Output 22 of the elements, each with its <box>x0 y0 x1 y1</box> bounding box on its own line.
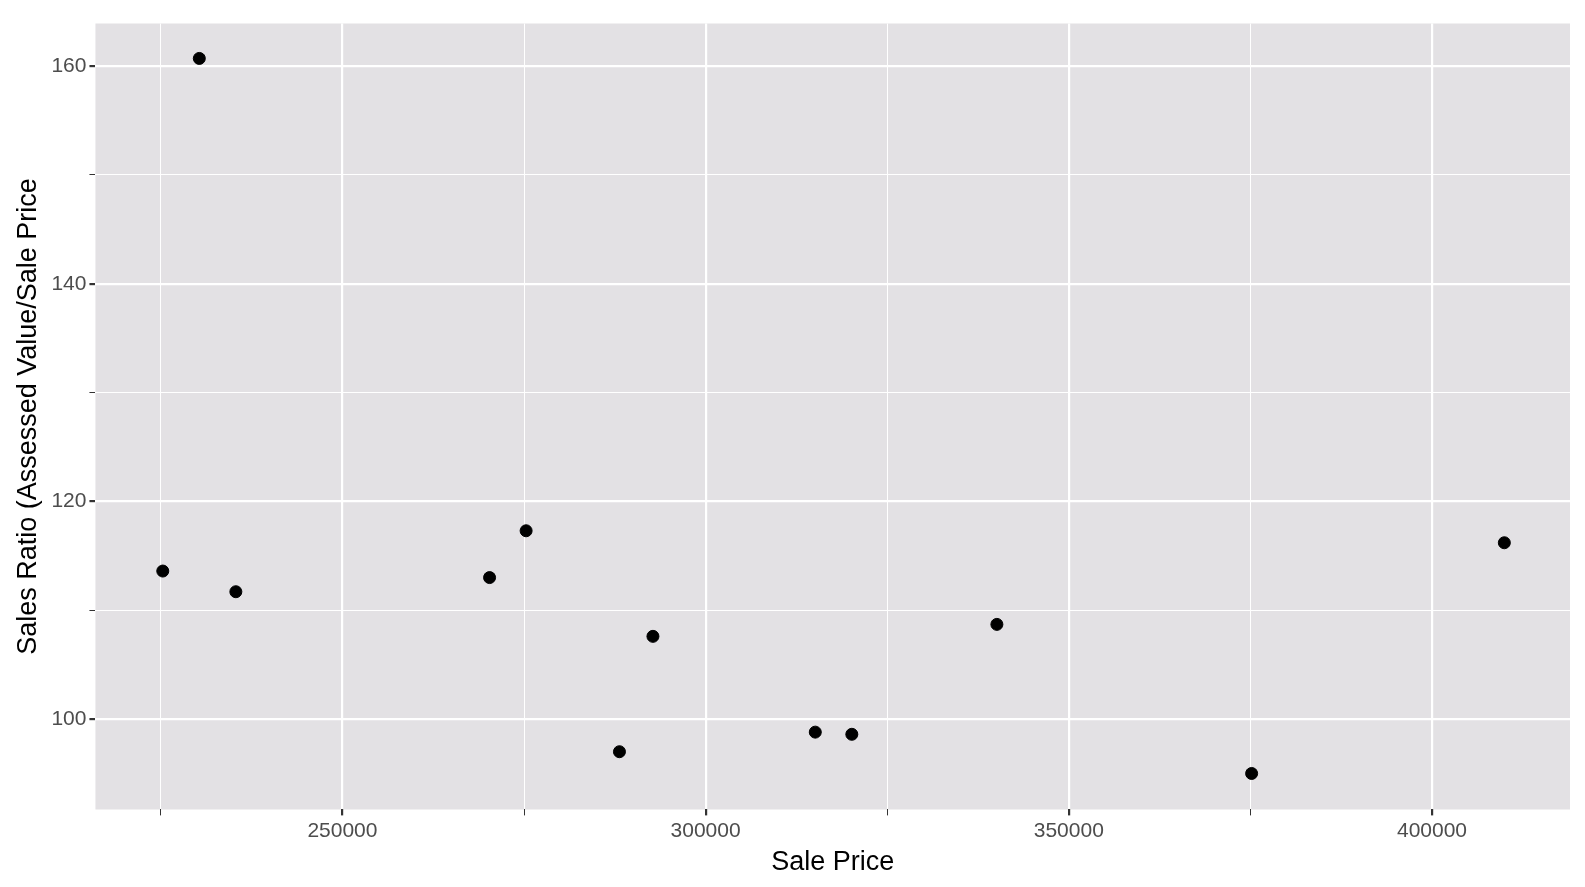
y-axis-title: Sales Ratio (Assessed Value/Sale Price <box>11 178 42 655</box>
point <box>612 745 626 759</box>
x-tick-label: 400000 <box>1396 817 1468 841</box>
x-tick-label: 350000 <box>1033 817 1104 841</box>
point <box>646 629 660 643</box>
point <box>1497 536 1511 550</box>
point <box>845 727 859 741</box>
point <box>229 585 243 599</box>
y-tick-label: 160 <box>51 52 87 76</box>
point <box>519 524 533 538</box>
point <box>1245 766 1259 780</box>
point <box>483 571 497 585</box>
point <box>808 725 822 739</box>
y-tick-label: 100 <box>51 705 87 729</box>
point <box>192 51 206 65</box>
x-tick-label: 300000 <box>670 817 741 841</box>
x-axis-title: Sale Price <box>771 846 895 877</box>
y-tick-label: 120 <box>51 488 87 512</box>
point <box>990 617 1004 631</box>
point <box>156 564 170 578</box>
y-tick-label: 140 <box>51 270 87 294</box>
x-tick-label: 250000 <box>307 817 378 841</box>
